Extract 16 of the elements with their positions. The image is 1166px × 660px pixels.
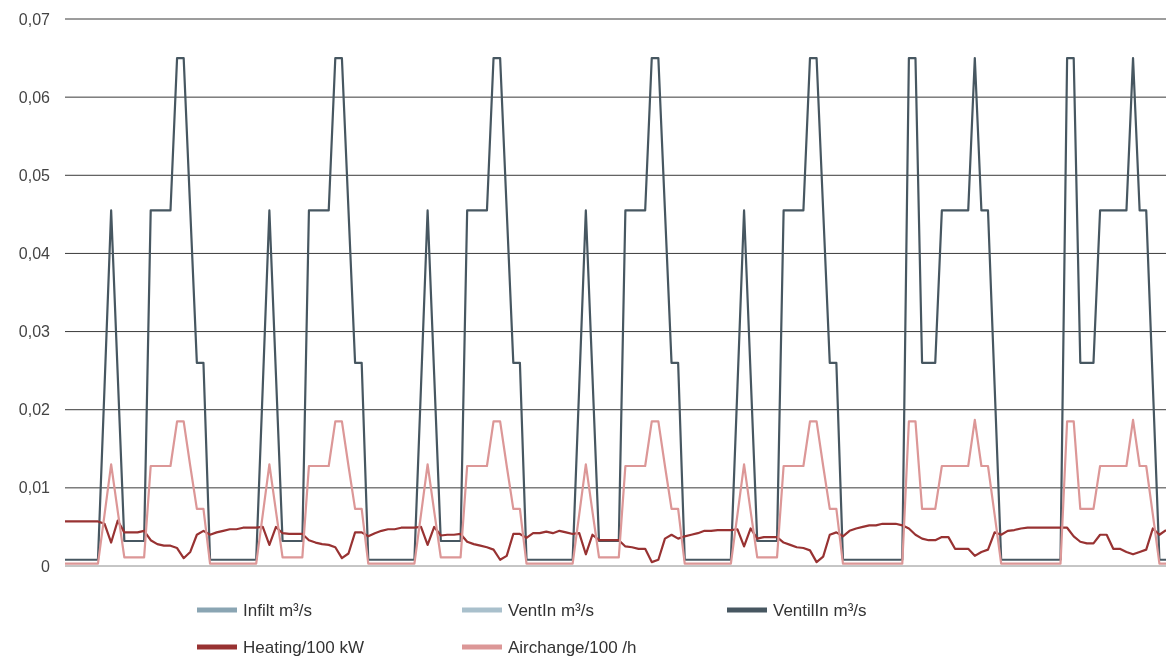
legend-label: VentilIn m³/s <box>773 600 867 620</box>
y-tick-label: 0,03 <box>18 323 51 341</box>
y-tick-label: 0,07 <box>18 10 51 28</box>
y-tick-label: 0,01 <box>18 479 51 497</box>
y-tick-label: 0,02 <box>18 401 51 419</box>
legend-label: Heating/100 kW <box>243 637 364 657</box>
legend-label: Infilt m³/s <box>243 600 312 620</box>
y-tick-label: 0,06 <box>18 88 51 106</box>
y-tick-label: 0,05 <box>18 166 51 184</box>
line-series <box>63 519 1166 564</box>
legend-label: VentIn m³/s <box>508 600 594 620</box>
y-tick-label: 0 <box>41 557 51 575</box>
legend-label: Airchange/100 /h <box>508 637 637 657</box>
line-series <box>63 56 1166 561</box>
y-tick-label: 0,04 <box>18 245 51 263</box>
line-series <box>63 418 1166 565</box>
